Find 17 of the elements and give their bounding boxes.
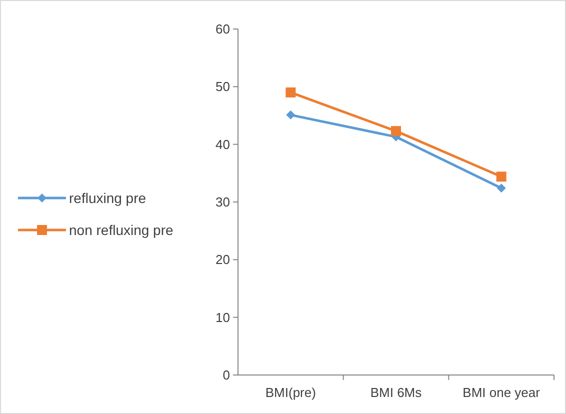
y-tick-label: 10 (216, 310, 230, 325)
x-tick-label: BMI(pre) (265, 385, 316, 400)
legend-label: non refluxing pre (69, 222, 174, 238)
y-tick-label: 0 (222, 368, 230, 383)
y-tick-label: 30 (216, 194, 230, 210)
legend-label: refluxing pre (69, 190, 146, 206)
x-tick-label: BMI one year (462, 385, 541, 400)
point (496, 172, 506, 182)
y-tick-label: 60 (216, 22, 230, 37)
y-tick-label: 40 (216, 136, 230, 152)
y-tick-label: 20 (216, 252, 230, 268)
point (286, 110, 296, 120)
point (286, 87, 296, 98)
point (391, 126, 401, 136)
y-tick-label: 50 (216, 79, 230, 94)
point (496, 184, 506, 193)
x-tick-label: BMI 6Ms (370, 385, 422, 400)
